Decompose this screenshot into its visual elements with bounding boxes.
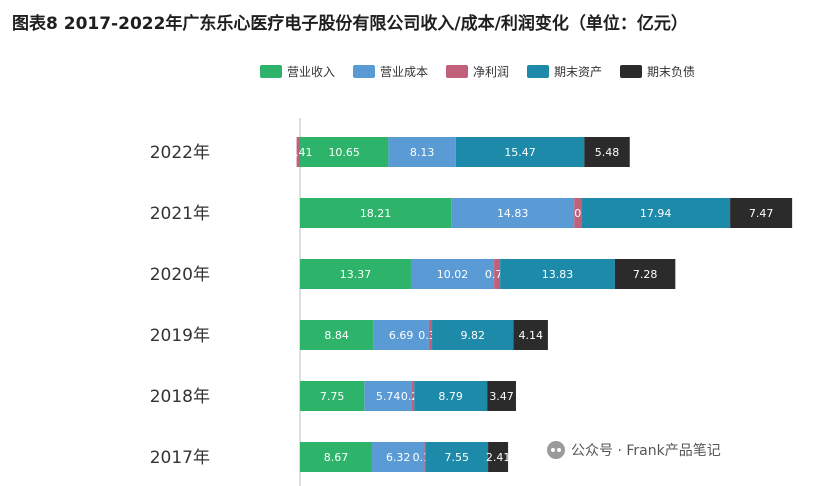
bar-segment [451,198,575,228]
category-label: 2017年 [150,448,210,468]
bar-segment [371,442,425,472]
watermark-text: 公众号 · Frank产品笔记 [571,443,721,459]
legend-item-revenue: 营业收入 [259,63,335,80]
data-label: 2.41 [486,451,511,464]
data-label: 3.47 [489,390,514,403]
bar-segment [373,320,429,350]
category-label: 2020年 [150,265,210,285]
legend-label: 净利润 [472,65,509,79]
data-label: -0.41 [284,146,312,159]
bar-segment [513,320,548,350]
bar-segment [584,137,630,167]
bar-segment [411,381,415,411]
bar-segment [425,442,489,472]
data-label: 5.48 [595,146,620,159]
bar-segment [300,137,389,167]
data-label: 8.67 [324,451,349,464]
legend-swatch [259,65,282,78]
bar-segment [414,381,488,411]
bar-segment [574,198,582,228]
category-label: 2019年 [150,326,210,346]
category-label: 2018年 [150,387,210,407]
bar-segment [428,320,433,350]
bar-segment [455,137,585,167]
data-label: 15.47 [504,146,536,159]
bar-segment [488,442,509,472]
data-label: 17.94 [640,207,672,220]
legend-item-liabilities: 期末负债 [620,63,695,80]
data-label: 10.02 [437,268,469,281]
legend-swatch [352,65,375,78]
bar-segment [432,320,514,350]
legend-swatch [620,65,643,78]
bar-segment [614,259,676,289]
watermark: 公众号 · Frank产品笔记 [547,440,721,460]
data-label: 6.32 [386,451,411,464]
data-label: 13.83 [542,268,574,281]
category-label: 2022年 [150,143,210,163]
bar-segment [581,198,731,228]
bar-segment [424,442,426,472]
wechat-icon [547,441,565,459]
legend-swatch [527,65,549,78]
data-label: 8.84 [324,329,349,342]
legend-item-cost: 营业成本 [352,63,428,80]
bar-segment [500,259,615,289]
legend-label: 期末资产 [554,65,603,79]
chart-title: 图表8 2017-2022年广东乐心医疗电子股份有限公司收入/成本/利润变化（单… [12,14,688,34]
data-label: 6.69 [389,329,414,342]
data-label: 13.37 [340,268,372,281]
data-label: 10.65 [328,146,360,159]
data-label: 7.75 [320,390,345,403]
bar-segment [730,198,793,228]
data-label: 7.28 [633,268,658,281]
bar-segment [300,381,365,411]
data-label: 18.21 [360,207,392,220]
data-label: 14.83 [497,207,529,220]
bar-segment [494,259,501,289]
legend-label: 营业成本 [379,65,428,79]
data-label: 4.14 [518,329,543,342]
bar-segment [300,320,374,350]
data-label: 0 [574,207,581,220]
bar-segment [300,198,452,228]
bar-segment [300,259,411,289]
legend-label: 营业收入 [286,65,335,79]
data-label: 5.74 [376,390,401,403]
legend-item-net-profit: 净利润 [445,63,509,80]
data-label: 7.47 [749,207,774,220]
legend-label: 期末负债 [647,65,696,79]
data-label: 9.82 [461,329,486,342]
legend-swatch [445,65,468,78]
bar-segment [364,381,412,411]
data-label: 8.79 [438,390,463,403]
data-label: 7.55 [444,451,469,464]
data-label: 8.13 [410,146,435,159]
bar-segment [296,137,300,167]
bar-segment [487,381,516,411]
legend-item-assets: 期末资产 [527,63,602,80]
bar-segment [388,137,456,167]
legend: 营业收入 营业成本 净利润 期末资产 期末负债 [0,63,835,80]
bar-segment [410,259,495,289]
bar-segment [300,442,372,472]
category-label: 2021年 [150,204,210,224]
